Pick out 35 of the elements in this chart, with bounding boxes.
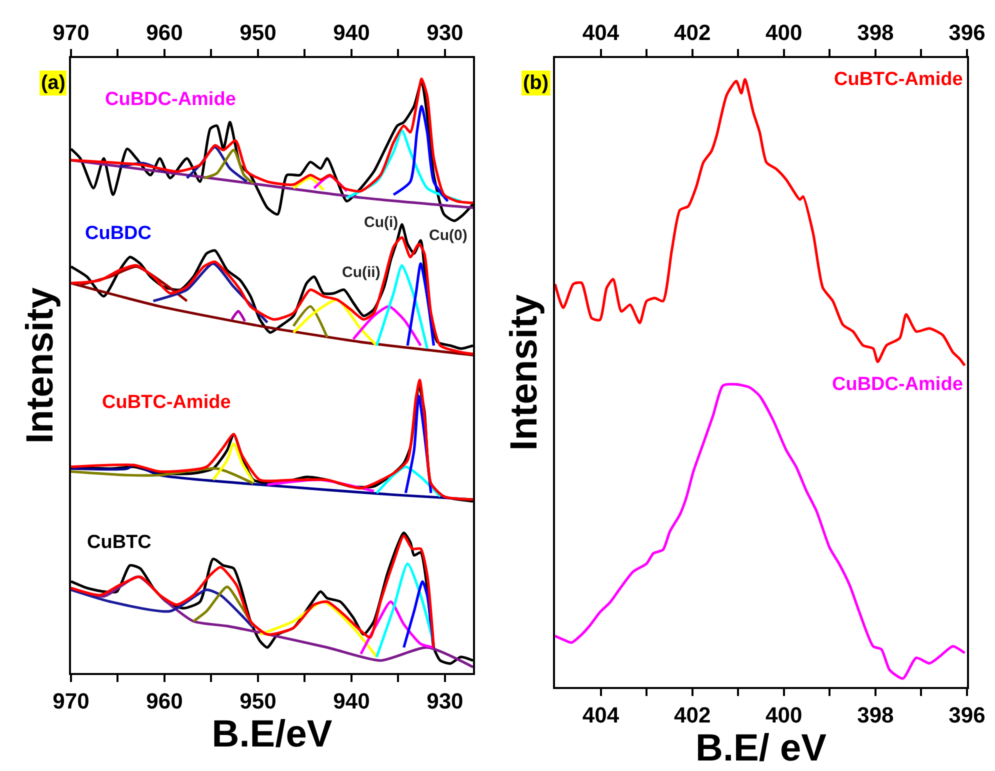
y-axis-title: Intensity — [504, 294, 546, 451]
text: CuBTC-Amide — [834, 69, 963, 90]
x-tick-label: 402 — [674, 702, 711, 728]
x-tick-label: 398 — [857, 702, 894, 728]
x2-tick-label: 940 — [333, 20, 370, 46]
x2-tick-label: 970 — [52, 20, 90, 46]
y-axis-title: Intensity — [20, 287, 62, 444]
x-tick-label: 400 — [766, 702, 802, 728]
x-tick-label: 404 — [582, 702, 620, 728]
x-axis-title: B.E/ eV — [696, 727, 828, 770]
x2-tick-label: 396 — [948, 20, 986, 46]
annotation: CuBTC — [87, 532, 152, 553]
annotation: Cu(i) — [364, 214, 398, 231]
x-tick-label: 970 — [52, 688, 90, 714]
x2-tick-label: 398 — [857, 20, 894, 46]
x2-tick-label: 930 — [426, 20, 464, 46]
x2-tick-label: 402 — [674, 20, 711, 46]
annotation: CuBTC-Amide — [102, 392, 231, 413]
x2-tick-label: 950 — [240, 20, 276, 46]
x-tick-label: 950 — [240, 688, 276, 714]
x-tick-label: 396 — [948, 702, 986, 728]
chart-title: (b) — [523, 72, 549, 94]
x2-tick-label: 404 — [582, 20, 620, 46]
x-axis-title: B.E/eV — [212, 713, 333, 756]
x-tick-label: 930 — [426, 688, 464, 714]
annotation: Cu(ii) — [342, 264, 380, 281]
x2-tick-label: 400 — [766, 20, 802, 46]
x-tick-label: 960 — [146, 688, 183, 714]
annotation: Cu(0) — [429, 227, 468, 244]
x2-tick-label: 960 — [146, 20, 183, 46]
annotation: CuBDC — [85, 223, 152, 244]
chart-title: (a) — [41, 72, 66, 94]
text: CuBDC-Amide — [832, 374, 963, 395]
x-tick-label: 940 — [333, 688, 370, 714]
annotation: CuBDC-Amide — [105, 89, 236, 110]
